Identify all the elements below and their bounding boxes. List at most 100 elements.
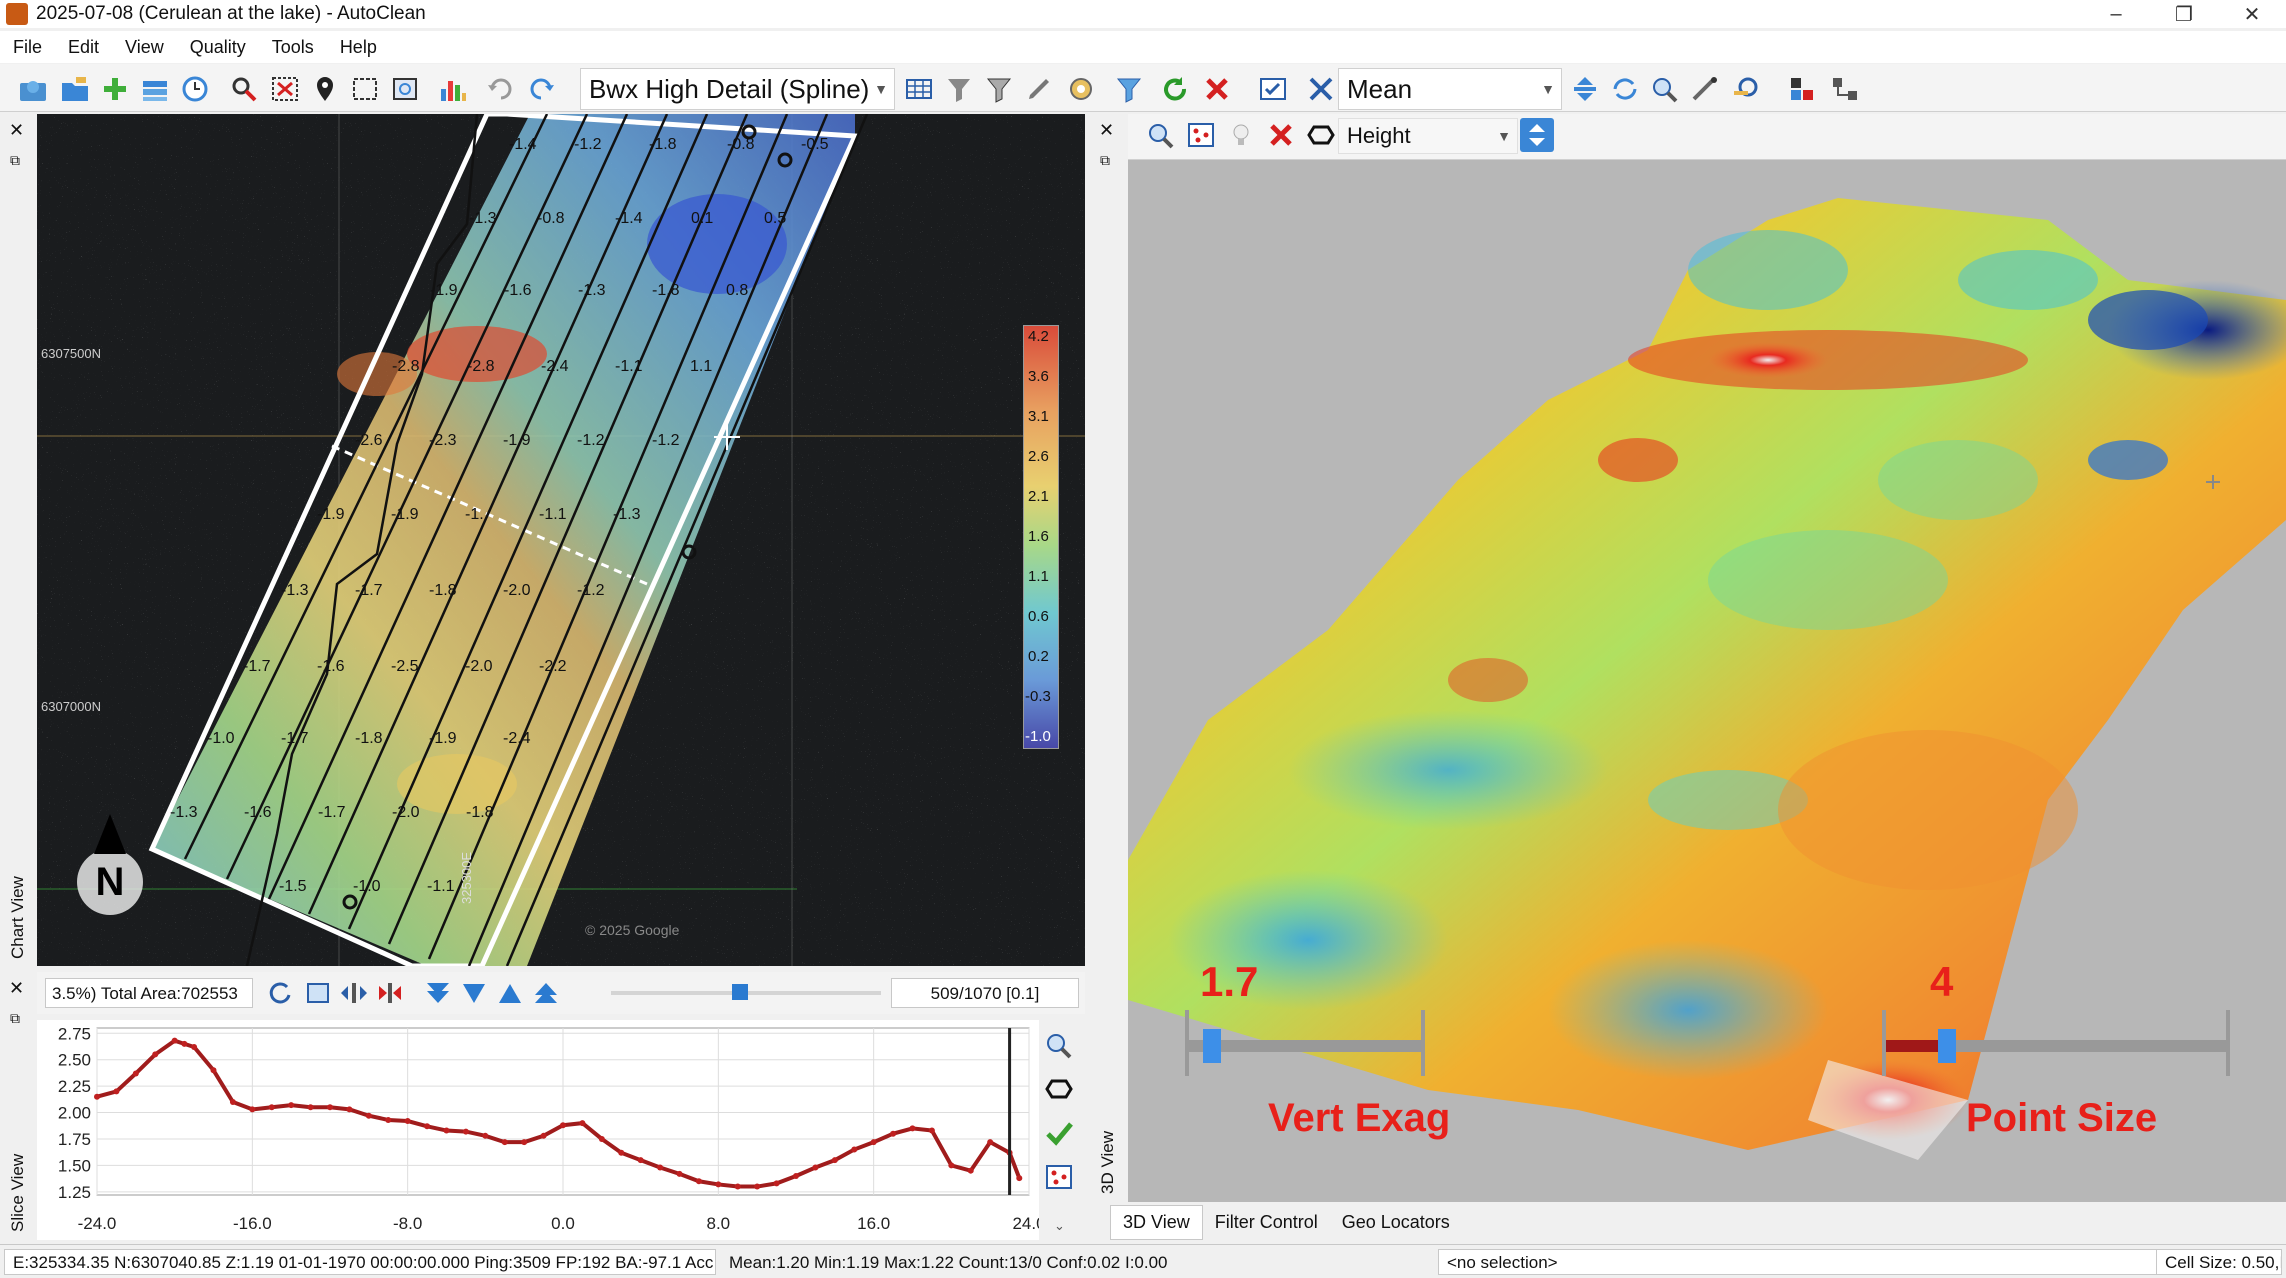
open-folder-icon[interactable] bbox=[58, 72, 92, 106]
close-icon[interactable]: ✕ bbox=[9, 978, 25, 998]
zoom-fit-icon[interactable] bbox=[1648, 72, 1682, 106]
y-tick-label: 2.00 bbox=[58, 1104, 91, 1123]
chevron-down-icon: ▼ bbox=[1541, 81, 1555, 97]
rotate-icon[interactable] bbox=[263, 976, 297, 1010]
select-rect-icon[interactable] bbox=[348, 72, 382, 106]
grid-select-icon[interactable] bbox=[1786, 72, 1820, 106]
select-region-icon[interactable] bbox=[388, 72, 422, 106]
clock-icon[interactable] bbox=[178, 72, 212, 106]
location-pin-icon[interactable] bbox=[308, 72, 342, 106]
terrain-surface-svg[interactable] bbox=[1128, 160, 2286, 1202]
checklist-icon[interactable] bbox=[1256, 72, 1290, 106]
close-icon[interactable]: ✕ bbox=[9, 120, 25, 140]
expand-horizontal-icon[interactable] bbox=[337, 976, 371, 1010]
lasso-slice-icon[interactable] bbox=[1042, 1072, 1076, 1106]
menu-help[interactable]: Help bbox=[339, 36, 377, 57]
layers-icon[interactable] bbox=[138, 72, 172, 106]
scale-toggle-icon[interactable] bbox=[1520, 118, 1554, 152]
menu-file[interactable]: File bbox=[13, 36, 43, 57]
zoom-slice-icon[interactable] bbox=[1042, 1028, 1076, 1062]
slice-slider-handle[interactable] bbox=[731, 984, 748, 1000]
fit-view-icon[interactable] bbox=[301, 976, 335, 1010]
redo-icon[interactable] bbox=[524, 72, 558, 106]
survey-strip[interactable] bbox=[152, 114, 855, 966]
vert-exag-slider[interactable] bbox=[1185, 1010, 1425, 1076]
float-icon[interactable]: ⧉ bbox=[1100, 152, 1110, 168]
data-point bbox=[579, 1120, 586, 1127]
statistic-combo[interactable]: Mean ▼ bbox=[1338, 68, 1562, 110]
up-icon[interactable] bbox=[493, 976, 527, 1010]
zoom-3d-icon[interactable] bbox=[1144, 118, 1178, 152]
float-icon[interactable]: ⧉ bbox=[10, 1010, 20, 1026]
tab-geo-locators[interactable]: Geo Locators bbox=[1341, 1211, 1450, 1232]
light-bulb-icon[interactable] bbox=[1224, 118, 1258, 152]
layer-combo[interactable]: Height ▼ bbox=[1338, 118, 1518, 154]
slice-plot-svg[interactable]: 2.75 2.50 2.25 2.00 1.75 1.50 1.25 -24.0 -16.0 -8… bbox=[37, 1020, 1046, 1240]
depth-label: -1.8 bbox=[652, 282, 680, 299]
step-down-icon[interactable] bbox=[421, 976, 455, 1010]
maximize-button[interactable]: ❐ bbox=[2175, 3, 2193, 26]
settings-icon[interactable] bbox=[1064, 72, 1098, 106]
depth-label: -1.4 bbox=[509, 136, 537, 153]
sync-icon[interactable] bbox=[1608, 72, 1642, 106]
histogram-icon[interactable] bbox=[436, 72, 470, 106]
data-point bbox=[967, 1167, 974, 1174]
filter-combo[interactable]: Bwx High Detail (Spline) ▼ bbox=[580, 68, 895, 110]
menu-view[interactable]: View bbox=[125, 36, 164, 57]
open-survey-icon[interactable] bbox=[16, 72, 50, 106]
node-link-icon[interactable] bbox=[1828, 72, 1862, 106]
step-up-icon[interactable] bbox=[529, 976, 563, 1010]
down-icon[interactable] bbox=[457, 976, 491, 1010]
statistic-icon[interactable] bbox=[1304, 72, 1338, 106]
slice-graph[interactable]: 2.75 2.50 2.25 2.00 1.75 1.50 1.25 -24.0 -16.0 -8… bbox=[37, 1020, 1046, 1240]
points-icon[interactable] bbox=[1184, 118, 1218, 152]
menu-quality[interactable]: Quality bbox=[189, 36, 246, 57]
point-size-slider-handle[interactable] bbox=[1938, 1029, 1957, 1063]
measure-tool-icon[interactable] bbox=[1688, 72, 1722, 106]
select-zoom-icon[interactable] bbox=[228, 72, 262, 106]
grid-filter-icon[interactable] bbox=[902, 72, 936, 106]
close-window-button[interactable]: ✕ bbox=[2243, 3, 2261, 26]
cancel-icon[interactable] bbox=[1200, 72, 1234, 106]
clear-icon[interactable] bbox=[1264, 118, 1298, 152]
tab-filter-control[interactable]: Filter Control bbox=[1214, 1211, 1318, 1232]
strip-outline bbox=[148, 114, 859, 966]
survey-lines bbox=[183, 114, 869, 966]
reject-area-icon[interactable] bbox=[268, 72, 302, 106]
north-arrow-icon: N bbox=[77, 849, 143, 915]
menu-edit[interactable]: Edit bbox=[68, 36, 100, 57]
map-watermark: © 2025 Google bbox=[585, 922, 680, 938]
filter-run-icon[interactable] bbox=[942, 72, 976, 106]
depth-label: -2.0 bbox=[503, 582, 531, 599]
slice-position-slider[interactable] bbox=[611, 984, 881, 1000]
edit-tool-icon[interactable] bbox=[1022, 72, 1056, 106]
refresh-icon[interactable] bbox=[1158, 72, 1192, 106]
accept-icon[interactable] bbox=[1042, 1116, 1076, 1150]
chevron-down-icon: ▼ bbox=[874, 81, 888, 97]
slice-view-tab[interactable]: Slice View bbox=[8, 1153, 27, 1232]
minimize-button[interactable]: – bbox=[2110, 2, 2122, 25]
depth-label: -1.7 bbox=[318, 804, 346, 821]
more-icon[interactable]: ⌄ bbox=[1054, 1218, 1065, 1233]
data-point bbox=[598, 1135, 605, 1142]
vert-exag-slider-handle[interactable] bbox=[1203, 1029, 1222, 1063]
tab-3d-view[interactable]: 3D View bbox=[1110, 1204, 1203, 1240]
points-slice-icon[interactable] bbox=[1042, 1160, 1076, 1194]
chart-map-svg[interactable] bbox=[37, 114, 1085, 966]
view3d-canvas[interactable]: 1.7 Vert Exag 4 Point Size bbox=[1128, 160, 2286, 1202]
close-icon[interactable]: ✕ bbox=[1099, 120, 1115, 140]
chart-view[interactable]: -1.4 -1.2 -1.8 -0.8 -0.5 -1.3 -0.8 -1.4 … bbox=[37, 114, 1085, 966]
lasso-icon[interactable] bbox=[1304, 118, 1338, 152]
float-icon[interactable]: ⧉ bbox=[10, 152, 20, 168]
filter-area-icon[interactable] bbox=[982, 72, 1016, 106]
add-icon[interactable] bbox=[98, 72, 132, 106]
view3d-side-tab[interactable]: 3D View bbox=[1098, 1131, 1117, 1194]
search-zoom-icon[interactable] bbox=[1730, 72, 1764, 106]
expand-vertical-icon[interactable] bbox=[1568, 72, 1602, 106]
auto-clean-icon[interactable] bbox=[1112, 72, 1146, 106]
menu-tools[interactable]: Tools bbox=[271, 36, 314, 57]
compress-horizontal-icon[interactable] bbox=[373, 976, 407, 1010]
undo-icon[interactable] bbox=[484, 72, 518, 106]
point-size-slider[interactable] bbox=[1882, 1010, 2230, 1076]
chart-view-tab[interactable]: Chart View bbox=[8, 876, 27, 959]
